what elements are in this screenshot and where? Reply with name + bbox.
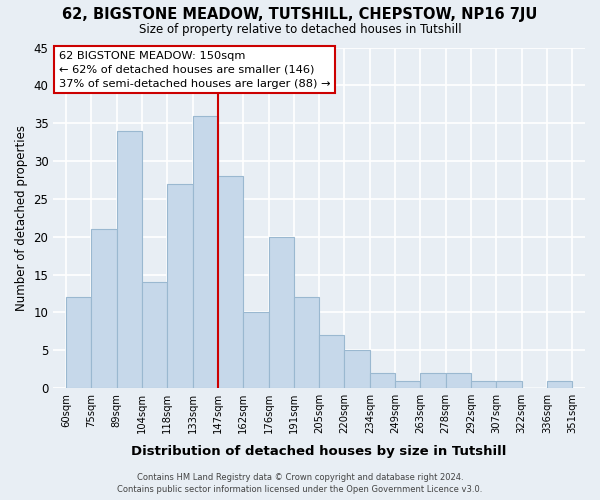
Bar bbox=[167, 184, 193, 388]
Bar bbox=[446, 373, 471, 388]
Bar bbox=[319, 335, 344, 388]
Bar bbox=[66, 298, 91, 388]
Y-axis label: Number of detached properties: Number of detached properties bbox=[15, 125, 28, 311]
Bar bbox=[269, 237, 294, 388]
Bar bbox=[395, 380, 421, 388]
Bar bbox=[243, 312, 269, 388]
Bar bbox=[116, 131, 142, 388]
Bar bbox=[370, 373, 395, 388]
Bar bbox=[547, 380, 572, 388]
Bar bbox=[294, 298, 319, 388]
Bar bbox=[496, 380, 522, 388]
Text: Size of property relative to detached houses in Tutshill: Size of property relative to detached ho… bbox=[139, 22, 461, 36]
Bar bbox=[344, 350, 370, 388]
X-axis label: Distribution of detached houses by size in Tutshill: Distribution of detached houses by size … bbox=[131, 444, 507, 458]
Bar bbox=[471, 380, 496, 388]
Bar bbox=[193, 116, 218, 388]
Bar bbox=[421, 373, 446, 388]
Text: 62 BIGSTONE MEADOW: 150sqm
← 62% of detached houses are smaller (146)
37% of sem: 62 BIGSTONE MEADOW: 150sqm ← 62% of deta… bbox=[59, 51, 330, 89]
Bar bbox=[142, 282, 167, 388]
Bar bbox=[218, 176, 243, 388]
Text: Contains HM Land Registry data © Crown copyright and database right 2024.
Contai: Contains HM Land Registry data © Crown c… bbox=[118, 473, 482, 494]
Text: 62, BIGSTONE MEADOW, TUTSHILL, CHEPSTOW, NP16 7JU: 62, BIGSTONE MEADOW, TUTSHILL, CHEPSTOW,… bbox=[62, 8, 538, 22]
Bar bbox=[91, 229, 116, 388]
